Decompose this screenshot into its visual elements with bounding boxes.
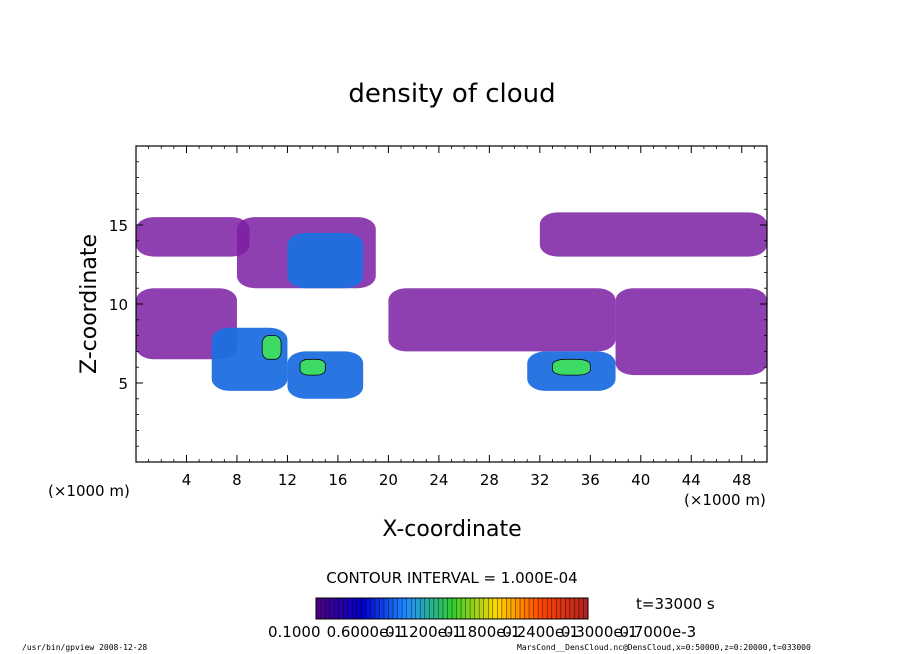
colorbar-swatch — [502, 598, 507, 619]
heatmap-region-low-far-right — [616, 288, 767, 375]
x-tick-label: 48 — [732, 471, 751, 489]
colorbar-swatch — [334, 598, 339, 619]
colorbar-swatch — [506, 598, 511, 619]
colorbar-swatch — [452, 598, 457, 619]
colorbar-swatch — [479, 598, 484, 619]
colorbar-swatch — [370, 598, 375, 619]
colorbar-swatch — [330, 598, 335, 619]
x-tick-label: 32 — [530, 471, 549, 489]
colorbar-label: 0.7000e-3 — [620, 623, 697, 641]
colorbar-swatch — [570, 598, 575, 619]
colorbar-swatch — [520, 598, 525, 619]
colorbar-swatch — [416, 598, 421, 619]
time-label: t=33000 s — [636, 595, 715, 613]
colorbar-swatch — [420, 598, 425, 619]
colorbar-swatch — [352, 598, 357, 619]
colorbar-swatch — [407, 598, 412, 619]
colorbar-swatch — [339, 598, 344, 619]
colorbar-swatch — [547, 598, 552, 619]
heatmap-region-band-right — [540, 212, 767, 256]
colorbar-swatch — [511, 598, 516, 619]
footer-left: /usr/bin/gpview 2008-12-28 — [22, 643, 147, 652]
colorbar-swatch — [357, 598, 362, 619]
y-axis-label: Z-coordinate — [77, 234, 102, 374]
colorbar-swatch — [411, 598, 416, 619]
colorbar-swatch — [470, 598, 475, 619]
colorbar-swatch — [438, 598, 443, 619]
heatmap-region-low-blob2 — [287, 351, 363, 398]
colorbar-swatch — [325, 598, 330, 619]
colorbar-swatch — [402, 598, 407, 619]
colorbar-swatch — [389, 598, 394, 619]
colorbar-swatch — [565, 598, 570, 619]
x-tick-label: 8 — [232, 471, 242, 489]
colorbar-swatch — [552, 598, 557, 619]
colorbar-swatch — [461, 598, 466, 619]
colorbar-swatch — [434, 598, 439, 619]
colorbar-swatch — [361, 598, 366, 619]
y-tick-label: 5 — [118, 375, 128, 393]
colorbar-swatch — [393, 598, 398, 619]
colorbar-swatch — [493, 598, 498, 619]
x-tick-label: 12 — [278, 471, 297, 489]
y-tick-label: 15 — [109, 217, 128, 235]
colorbar-swatch — [321, 598, 326, 619]
colorbar-swatch — [348, 598, 353, 619]
colorbar-swatch — [429, 598, 434, 619]
colorbar-swatch — [561, 598, 566, 619]
colorbar-swatch — [534, 598, 539, 619]
x-tick-label: 44 — [682, 471, 701, 489]
x-unit-right: (×1000 m) — [684, 491, 766, 509]
colorbar-swatch — [398, 598, 403, 619]
colorbar-swatch — [574, 598, 579, 619]
colorbar-swatch — [447, 598, 452, 619]
colorbar-swatch — [366, 598, 371, 619]
plot-area — [136, 212, 767, 398]
chart-title: density of cloud — [348, 79, 555, 109]
colorbar-swatch — [443, 598, 448, 619]
colorbar-swatch — [379, 598, 384, 619]
colorbar-swatch — [543, 598, 548, 619]
x-tick-label: 28 — [480, 471, 499, 489]
x-tick-label: 20 — [379, 471, 398, 489]
colorbar-swatch — [457, 598, 462, 619]
x-tick-label: 4 — [182, 471, 192, 489]
heatmap-region-cloud-mid — [287, 233, 363, 288]
x-tick-label: 36 — [581, 471, 600, 489]
colorbar-swatch — [538, 598, 543, 619]
colorbar-swatch — [466, 598, 471, 619]
colorbar-swatch — [316, 598, 321, 619]
colorbar — [316, 598, 588, 619]
colorbar-swatch — [425, 598, 430, 619]
x-tick-label: 16 — [328, 471, 347, 489]
y-tick-label: 10 — [109, 296, 128, 314]
footer-right: MarsCond__DensCloud.nc@DensCloud,x=0:500… — [517, 643, 811, 652]
colorbar-swatch — [556, 598, 561, 619]
heatmap-region-peak2 — [300, 359, 325, 375]
colorbar-swatch — [384, 598, 389, 619]
contour-interval: CONTOUR INTERVAL = 1.000E-04 — [326, 569, 577, 587]
colorbar-swatch — [525, 598, 530, 619]
colorbar-swatch — [375, 598, 380, 619]
heatmap-region-peak1 — [262, 336, 281, 360]
colorbar-swatch — [484, 598, 489, 619]
colorbar-labels: 0.1000 0.6000e-10.1200e-10.1800e-10.2400e… — [268, 623, 696, 641]
heatmap-region-band-left — [136, 217, 250, 257]
colorbar-swatch — [343, 598, 348, 619]
colorbar-swatch — [488, 598, 493, 619]
x-unit-left: (×1000 m) — [48, 482, 130, 500]
heatmap-region-peak3 — [552, 359, 590, 375]
x-axis-label: X-coordinate — [382, 517, 521, 542]
colorbar-swatch — [529, 598, 534, 619]
colorbar-swatch — [475, 598, 480, 619]
x-tick-label: 24 — [429, 471, 448, 489]
colorbar-swatch — [579, 598, 584, 619]
colorbar-swatch — [515, 598, 520, 619]
colorbar-label: 0.1000 — [268, 623, 321, 641]
x-tick-label: 40 — [631, 471, 650, 489]
heatmap-region-mid-center — [388, 288, 615, 351]
colorbar-swatch — [497, 598, 502, 619]
